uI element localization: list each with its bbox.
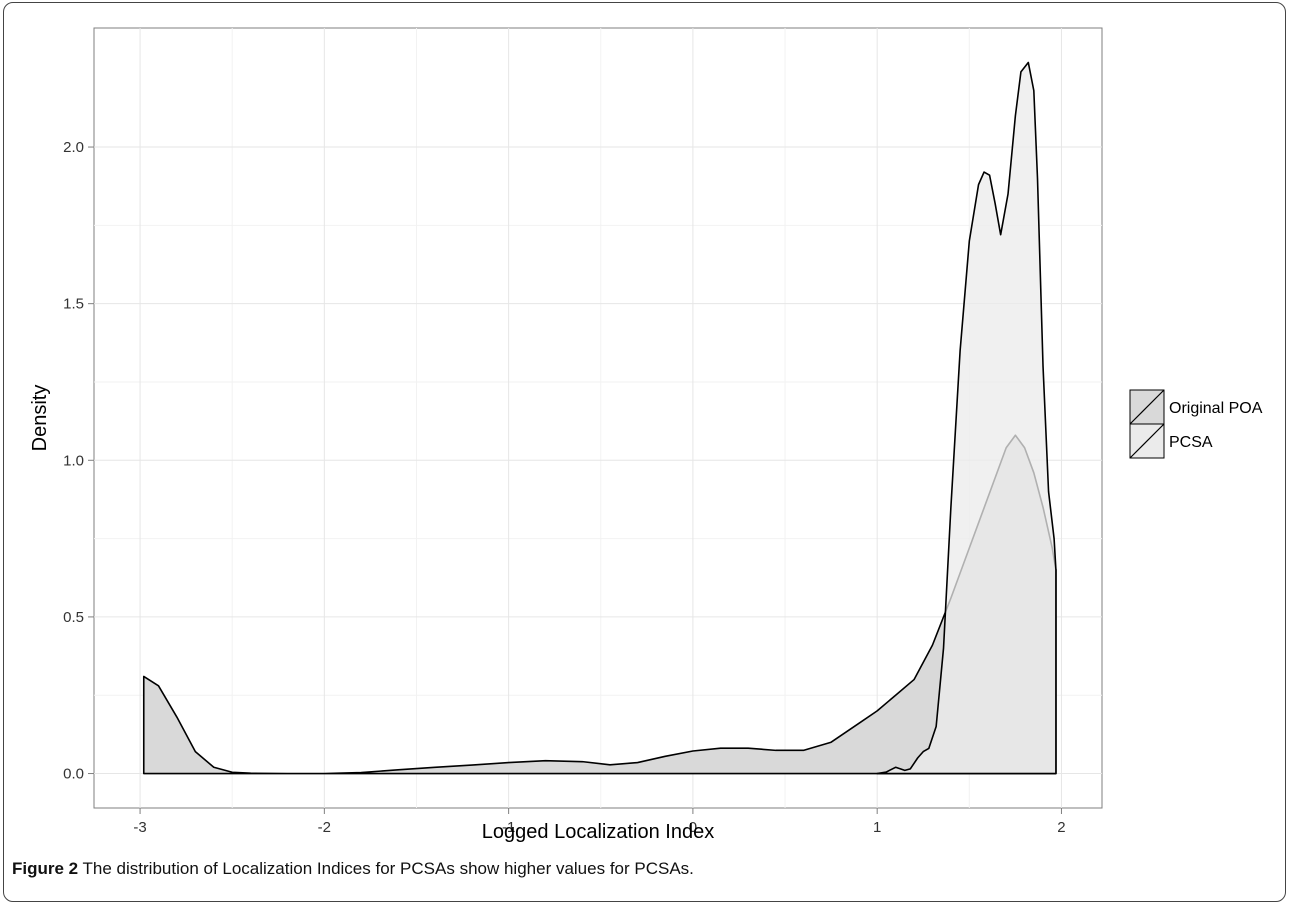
x-tick-label: -3 — [133, 819, 146, 836]
x-tick-label: -2 — [318, 819, 331, 836]
caption-text: The distribution of Localization Indices… — [78, 859, 694, 878]
x-axis-ticks: -3 -2 -1 0 1 2 — [133, 808, 1066, 836]
legend: Original POA PCSA — [1129, 389, 1263, 459]
figure-frame — [3, 2, 1286, 902]
y-tick-label: 0.5 — [63, 609, 84, 626]
density-chart: -3 -2 -1 0 1 2 0.0 0.5 1.0 1.5 2.0 Logged Localiz… — [29, 27, 1263, 843]
legend-key-slash — [1129, 423, 1165, 459]
figure-caption: Figure 2 The distribution of Localizatio… — [12, 859, 694, 879]
x-tick-label: 0 — [689, 819, 697, 836]
x-axis-title: Logged Localization Index — [482, 821, 714, 843]
y-axis-ticks: 0.0 0.5 1.0 1.5 2.0 — [63, 139, 94, 783]
density-area-1 — [876, 61, 1057, 775]
y-tick-label: 1.5 — [63, 296, 84, 313]
y-axis-title: Density — [29, 385, 51, 452]
y-tick-label: 2.0 — [63, 139, 84, 156]
x-tick-label: 2 — [1057, 819, 1065, 836]
legend-label-0: Original POA — [1169, 400, 1263, 417]
x-tick-label: 1 — [873, 819, 881, 836]
y-tick-label: 1.0 — [63, 452, 84, 469]
legend-key-slash — [1129, 389, 1165, 425]
legend-label-1: PCSA — [1169, 434, 1213, 451]
caption-label: Figure 2 — [12, 859, 79, 878]
y-tick-label: 0.0 — [63, 766, 84, 783]
density-areas — [142, 61, 1057, 775]
x-tick-label: -1 — [502, 819, 515, 836]
